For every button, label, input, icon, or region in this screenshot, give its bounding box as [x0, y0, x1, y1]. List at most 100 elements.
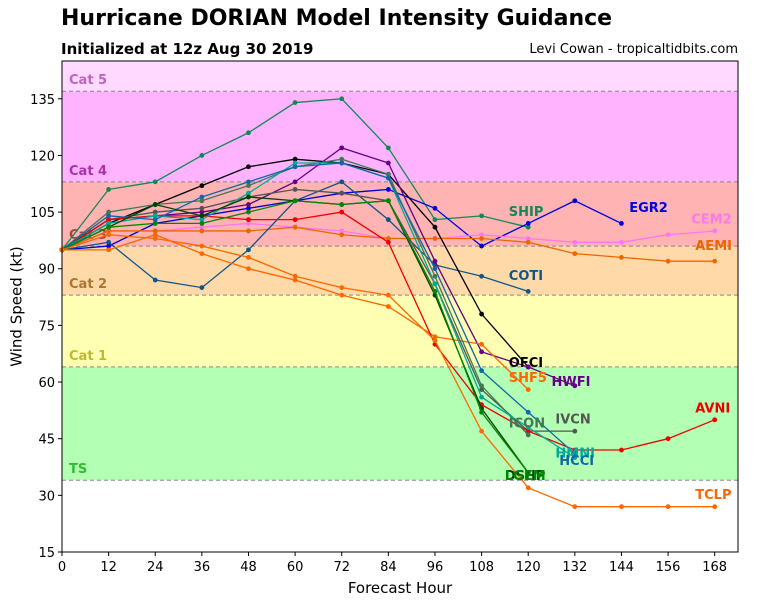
data-point: [432, 266, 438, 272]
data-point: [665, 436, 671, 442]
data-point: [525, 364, 531, 370]
data-point: [246, 221, 251, 226]
data-point: [106, 209, 112, 215]
data-point: [432, 338, 438, 343]
data-point: [432, 236, 438, 241]
y-axis: 15 30 45 60 75 90 105 120 135: [30, 93, 62, 561]
series-label-shf5: SHF5: [509, 371, 547, 386]
data-point: [572, 451, 578, 457]
series-label-dshp: DSHP: [505, 469, 546, 484]
x-tick-label: 132: [562, 560, 587, 575]
data-point: [525, 288, 531, 294]
data-point: [385, 239, 391, 245]
series-label-hwfi: HWFI: [552, 375, 591, 390]
data-point: [152, 228, 158, 234]
data-point: [106, 217, 112, 223]
x-tick-label: 72: [333, 560, 350, 575]
data-point: [292, 164, 298, 170]
data-point: [199, 217, 205, 223]
y-tick-label: 75: [38, 319, 55, 334]
data-point: [106, 213, 112, 219]
data-point: [246, 194, 251, 200]
data-point: [106, 247, 112, 253]
data-point: [385, 236, 391, 241]
data-point: [339, 160, 345, 166]
data-point: [199, 205, 205, 211]
series-label-cem2: CEM2: [691, 212, 731, 227]
data-point: [385, 304, 391, 309]
y-tick-label: 90: [38, 263, 55, 278]
data-point: [572, 251, 578, 257]
data-point: [479, 273, 484, 279]
data-point: [246, 130, 251, 136]
chart-title: Hurricane DORIAN Model Intensity Guidanc…: [61, 6, 613, 31]
data-point: [572, 428, 578, 434]
data-point: [246, 202, 251, 207]
data-point: [525, 424, 531, 430]
series-labels: SHIP EGR2 CEM2 AEMI COTI OFCI HWFI SHF5 IVCN AVNI…: [505, 201, 732, 503]
data-point: [152, 221, 158, 226]
series-label-aemi: AEMI: [695, 239, 732, 254]
chart-credit: Levi Cowan - tropicaltidbits.com: [529, 42, 738, 57]
data-point: [106, 243, 112, 249]
data-point: [199, 221, 205, 226]
data-point: [712, 504, 718, 510]
data-point: [199, 194, 205, 200]
data-point: [246, 228, 251, 234]
data-point: [479, 368, 484, 374]
series-line: [61, 162, 576, 459]
data-point: [432, 258, 438, 264]
x-tick-label: 48: [240, 560, 257, 575]
series-line: [61, 162, 576, 455]
data-point: [246, 164, 251, 170]
band-cat-2: [62, 246, 738, 296]
data-point: [385, 187, 391, 192]
y-tick-label: 60: [38, 376, 55, 391]
series-tclp: [59, 232, 718, 510]
y-axis-label: Wind Speed (kt): [8, 246, 26, 367]
data-point: [712, 228, 718, 234]
x-tick-label: 108: [469, 560, 494, 575]
data-point: [479, 409, 484, 415]
data-point: [246, 255, 251, 260]
data-point: [525, 428, 531, 434]
data-point: [152, 236, 158, 241]
y-tick-label: 135: [30, 93, 55, 108]
series-label-lgem: LGEM: [505, 469, 546, 484]
data-point: [385, 292, 391, 298]
data-point: [432, 273, 438, 279]
data-point: [339, 232, 345, 238]
data-point: [572, 504, 578, 510]
series-label-icon: ICON: [509, 416, 545, 431]
band-ts: [62, 366, 738, 481]
data-point: [152, 179, 158, 185]
data-point: [292, 160, 298, 166]
data-point: [292, 273, 298, 279]
data-point: [432, 288, 438, 294]
data-point: [665, 504, 671, 510]
data-point: [525, 236, 531, 241]
data-point: [199, 251, 205, 257]
x-tick-label: 24: [147, 560, 164, 575]
band-label: Cat 2: [69, 277, 107, 292]
data-point: [106, 232, 112, 238]
data-point: [339, 292, 345, 298]
data-point: [199, 224, 205, 230]
data-point: [619, 221, 624, 226]
data-point: [339, 96, 345, 102]
data-point: [479, 236, 484, 241]
data-point: [339, 190, 345, 196]
data-point: [479, 213, 484, 219]
band-cat-5: [62, 61, 738, 92]
series-lines: [59, 96, 718, 510]
x-axis-label: Forecast Hour: [348, 579, 453, 597]
y-tick-label: 15: [38, 546, 55, 561]
data-point: [292, 277, 298, 283]
series-label-egr2: EGR2: [629, 201, 668, 216]
data-point: [479, 349, 484, 355]
y-tick-label: 30: [38, 489, 55, 504]
data-point: [665, 232, 671, 238]
data-point: [246, 190, 251, 196]
